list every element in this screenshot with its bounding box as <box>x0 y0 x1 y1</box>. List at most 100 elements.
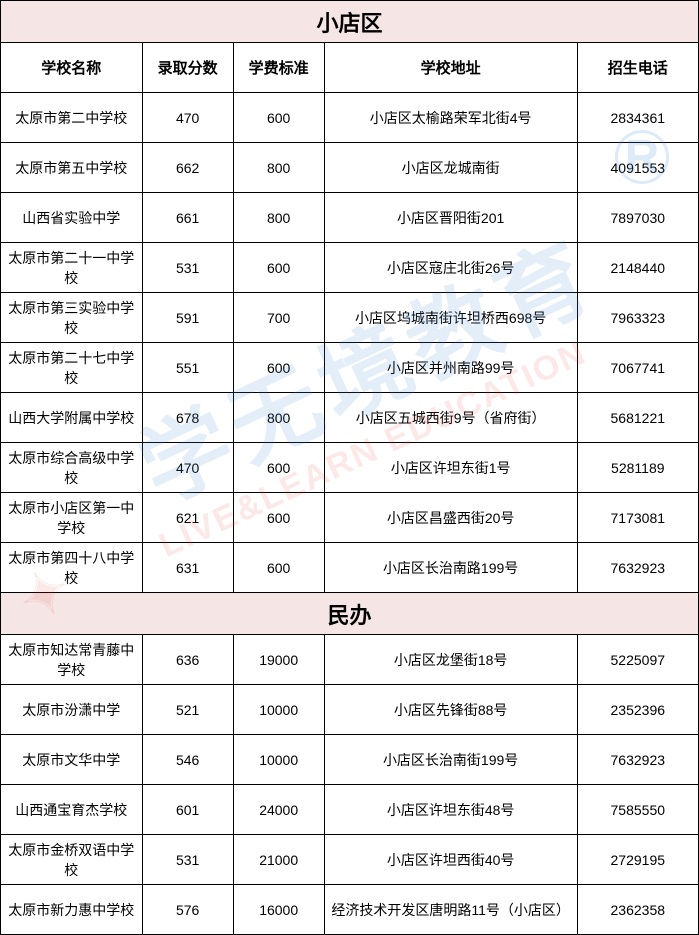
table-cell: 7632923 <box>577 543 698 593</box>
table-cell: 小店区寇庄北街26号 <box>324 243 577 293</box>
table-cell: 太原市金桥双语中学校 <box>1 835 143 885</box>
table-cell: 470 <box>142 93 233 143</box>
table-cell: 7585550 <box>577 785 698 835</box>
table-cell: 600 <box>233 543 324 593</box>
table-cell: 700 <box>233 293 324 343</box>
table-cell: 太原市第三实验中学校 <box>1 293 143 343</box>
section-title: 民办 <box>1 593 699 635</box>
table-cell: 太原市第二十一中学校 <box>1 243 143 293</box>
table-cell: 7897030 <box>577 193 698 243</box>
table-cell: 小店区长治南街199号 <box>324 735 577 785</box>
table-row: 太原市第四十八中学校631600小店区长治南路199号7632923 <box>1 543 699 593</box>
table-cell: 600 <box>233 243 324 293</box>
table-cell: 600 <box>233 343 324 393</box>
table-cell: 小店区太榆路荣军北街4号 <box>324 93 577 143</box>
table-row: 山西省实验中学661800小店区晋阳街2017897030 <box>1 193 699 243</box>
table-cell: 7632923 <box>577 735 698 785</box>
table-cell: 7067741 <box>577 343 698 393</box>
table-cell: 小店区龙堡街18号 <box>324 635 577 685</box>
table-cell: 太原市小店区第一中学校 <box>1 493 143 543</box>
table-cell: 546 <box>142 735 233 785</box>
table-cell: 小店区许坦东街1号 <box>324 443 577 493</box>
table-row: 太原市第二十七中学校551600小店区并州南路99号7067741 <box>1 343 699 393</box>
table-row: 太原市第三实验中学校591700小店区坞城南街许坦桥西698号7963323 <box>1 293 699 343</box>
table-cell: 531 <box>142 243 233 293</box>
table-cell: 山西通宝育杰学校 <box>1 785 143 835</box>
table-cell: 576 <box>142 885 233 935</box>
table-row: 太原市金桥双语中学校53121000小店区许坦西街40号2729195 <box>1 835 699 885</box>
table-cell: 600 <box>233 443 324 493</box>
table-row: 太原市第二中学校470600小店区太榆路荣军北街4号2834361 <box>1 93 699 143</box>
column-header: 学校地址 <box>324 43 577 93</box>
table-cell: 5225097 <box>577 635 698 685</box>
table-cell: 5281189 <box>577 443 698 493</box>
table-cell: 662 <box>142 143 233 193</box>
table-row: 太原市汾潇中学52110000小店区先锋街88号2352396 <box>1 685 699 735</box>
table-cell: 2362358 <box>577 885 698 935</box>
table-row: 太原市新力惠中学校57616000经济技术开发区唐明路11号（小店区）23623… <box>1 885 699 935</box>
table-cell: 16000 <box>233 885 324 935</box>
table-cell: 4091553 <box>577 143 698 193</box>
table-cell: 21000 <box>233 835 324 885</box>
table-cell: 2148440 <box>577 243 698 293</box>
table-cell: 800 <box>233 193 324 243</box>
table-cell: 661 <box>142 193 233 243</box>
column-header: 录取分数 <box>142 43 233 93</box>
table-cell: 19000 <box>233 635 324 685</box>
table-cell: 太原市新力惠中学校 <box>1 885 143 935</box>
table-cell: 小店区许坦东街48号 <box>324 785 577 835</box>
table-row: 太原市第二十一中学校531600小店区寇庄北街26号2148440 <box>1 243 699 293</box>
table-cell: 600 <box>233 493 324 543</box>
table-cell: 太原市第五中学校 <box>1 143 143 193</box>
table-cell: 2834361 <box>577 93 698 143</box>
table-cell: 631 <box>142 543 233 593</box>
table-cell: 太原市知达常青藤中学校 <box>1 635 143 685</box>
table-cell: 800 <box>233 393 324 443</box>
section-title: 小店区 <box>1 1 699 43</box>
table-cell: 10000 <box>233 735 324 785</box>
table-cell: 800 <box>233 143 324 193</box>
table-cell: 2729195 <box>577 835 698 885</box>
table-cell: 470 <box>142 443 233 493</box>
table-cell: 小店区五城西街9号（省府街） <box>324 393 577 443</box>
table-row: 太原市文华中学54610000小店区长治南街199号7632923 <box>1 735 699 785</box>
table-cell: 24000 <box>233 785 324 835</box>
table-cell: 600 <box>233 93 324 143</box>
table-cell: 小店区龙城南街 <box>324 143 577 193</box>
table-row: 太原市第五中学校662800小店区龙城南街4091553 <box>1 143 699 193</box>
table-cell: 521 <box>142 685 233 735</box>
table-cell: 小店区先锋街88号 <box>324 685 577 735</box>
table-cell: 5681221 <box>577 393 698 443</box>
table-cell: 太原市综合高级中学校 <box>1 443 143 493</box>
table-cell: 636 <box>142 635 233 685</box>
table-row: 太原市小店区第一中学校621600小店区昌盛西街20号7173081 <box>1 493 699 543</box>
table-row: 太原市综合高级中学校470600小店区许坦东街1号5281189 <box>1 443 699 493</box>
table-cell: 小店区坞城南街许坦桥西698号 <box>324 293 577 343</box>
table-cell: 山西大学附属中学校 <box>1 393 143 443</box>
table-cell: 太原市第四十八中学校 <box>1 543 143 593</box>
table-cell: 601 <box>142 785 233 835</box>
table-cell: 7963323 <box>577 293 698 343</box>
table-row: 太原市知达常青藤中学校63619000小店区龙堡街18号5225097 <box>1 635 699 685</box>
table-cell: 621 <box>142 493 233 543</box>
table-cell: 小店区长治南路199号 <box>324 543 577 593</box>
table-cell: 678 <box>142 393 233 443</box>
table-cell: 小店区晋阳街201 <box>324 193 577 243</box>
table-row: 山西通宝育杰学校60124000小店区许坦东街48号7585550 <box>1 785 699 835</box>
table-cell: 591 <box>142 293 233 343</box>
table-row: 山西大学附属中学校678800小店区五城西街9号（省府街）5681221 <box>1 393 699 443</box>
table-cell: 经济技术开发区唐明路11号（小店区） <box>324 885 577 935</box>
column-header: 学费标准 <box>233 43 324 93</box>
table-cell: 太原市汾潇中学 <box>1 685 143 735</box>
table-cell: 太原市第二中学校 <box>1 93 143 143</box>
table-cell: 7173081 <box>577 493 698 543</box>
table-cell: 小店区昌盛西街20号 <box>324 493 577 543</box>
column-header: 招生电话 <box>577 43 698 93</box>
table-cell: 小店区并州南路99号 <box>324 343 577 393</box>
table-cell: 531 <box>142 835 233 885</box>
column-header: 学校名称 <box>1 43 143 93</box>
table-cell: 山西省实验中学 <box>1 193 143 243</box>
table-cell: 太原市第二十七中学校 <box>1 343 143 393</box>
table-cell: 551 <box>142 343 233 393</box>
table-cell: 小店区许坦西街40号 <box>324 835 577 885</box>
